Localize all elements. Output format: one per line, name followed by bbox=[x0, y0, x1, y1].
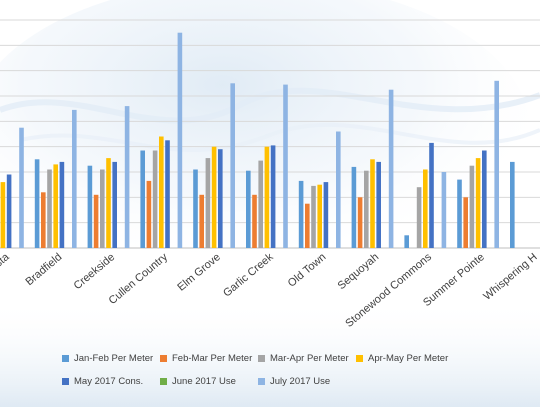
bar bbox=[482, 150, 487, 248]
bar bbox=[370, 159, 375, 248]
bar bbox=[53, 164, 58, 248]
bar bbox=[165, 140, 170, 248]
bar bbox=[152, 150, 158, 248]
bar bbox=[298, 180, 304, 248]
bar bbox=[357, 197, 363, 248]
x-tick-label: Vista bbox=[0, 251, 12, 276]
bar bbox=[510, 161, 515, 248]
bar bbox=[87, 165, 93, 248]
bar bbox=[252, 194, 257, 248]
x-tick-label: Whispering H bbox=[481, 251, 539, 303]
bar bbox=[34, 159, 40, 248]
x-tick-label: Sequoyah bbox=[336, 251, 382, 292]
bar bbox=[177, 32, 183, 249]
bar bbox=[404, 235, 409, 248]
bar bbox=[305, 203, 310, 248]
bar bbox=[211, 146, 217, 248]
x-tick-label: Bradfield bbox=[23, 251, 64, 288]
bar bbox=[47, 169, 52, 248]
bar bbox=[6, 174, 12, 248]
bar bbox=[205, 158, 211, 248]
bar bbox=[159, 136, 164, 248]
x-tick-label: Creekside bbox=[72, 251, 118, 292]
x-tick-label: Old Town bbox=[286, 251, 329, 290]
bar bbox=[416, 187, 422, 248]
bar bbox=[0, 182, 6, 248]
bar bbox=[423, 169, 428, 248]
bar bbox=[469, 165, 475, 248]
bar bbox=[336, 131, 341, 248]
bar bbox=[494, 80, 499, 248]
bar bbox=[41, 192, 46, 248]
bar bbox=[218, 149, 223, 248]
bar bbox=[270, 145, 276, 248]
bar bbox=[317, 184, 322, 248]
bar bbox=[283, 84, 288, 248]
bar bbox=[311, 185, 316, 248]
x-tick-label: Stonewood Commons bbox=[343, 251, 434, 330]
bar bbox=[112, 161, 117, 248]
bar bbox=[72, 109, 77, 249]
bar bbox=[146, 180, 152, 248]
bar bbox=[351, 166, 357, 248]
bar bbox=[463, 197, 468, 248]
bar bbox=[59, 161, 65, 248]
bar bbox=[93, 194, 99, 248]
bar bbox=[258, 160, 263, 248]
bar bbox=[140, 150, 145, 248]
bar bbox=[193, 169, 198, 248]
x-tick-label: Garlic Creek bbox=[221, 251, 276, 300]
bar bbox=[106, 158, 111, 248]
bar bbox=[19, 127, 24, 248]
bar bbox=[230, 83, 235, 248]
bar bbox=[323, 182, 329, 248]
bar bbox=[441, 172, 447, 248]
x-tick-label: Elm Grove bbox=[175, 251, 223, 294]
bar bbox=[429, 142, 434, 248]
bar bbox=[388, 89, 394, 248]
bar bbox=[100, 169, 105, 248]
bar bbox=[264, 146, 270, 248]
bar bbox=[475, 158, 481, 248]
bar bbox=[124, 106, 130, 248]
bar bbox=[457, 179, 462, 248]
bar bbox=[376, 161, 381, 248]
bar bbox=[199, 194, 204, 248]
bar bbox=[364, 170, 369, 248]
bar bbox=[246, 170, 251, 248]
